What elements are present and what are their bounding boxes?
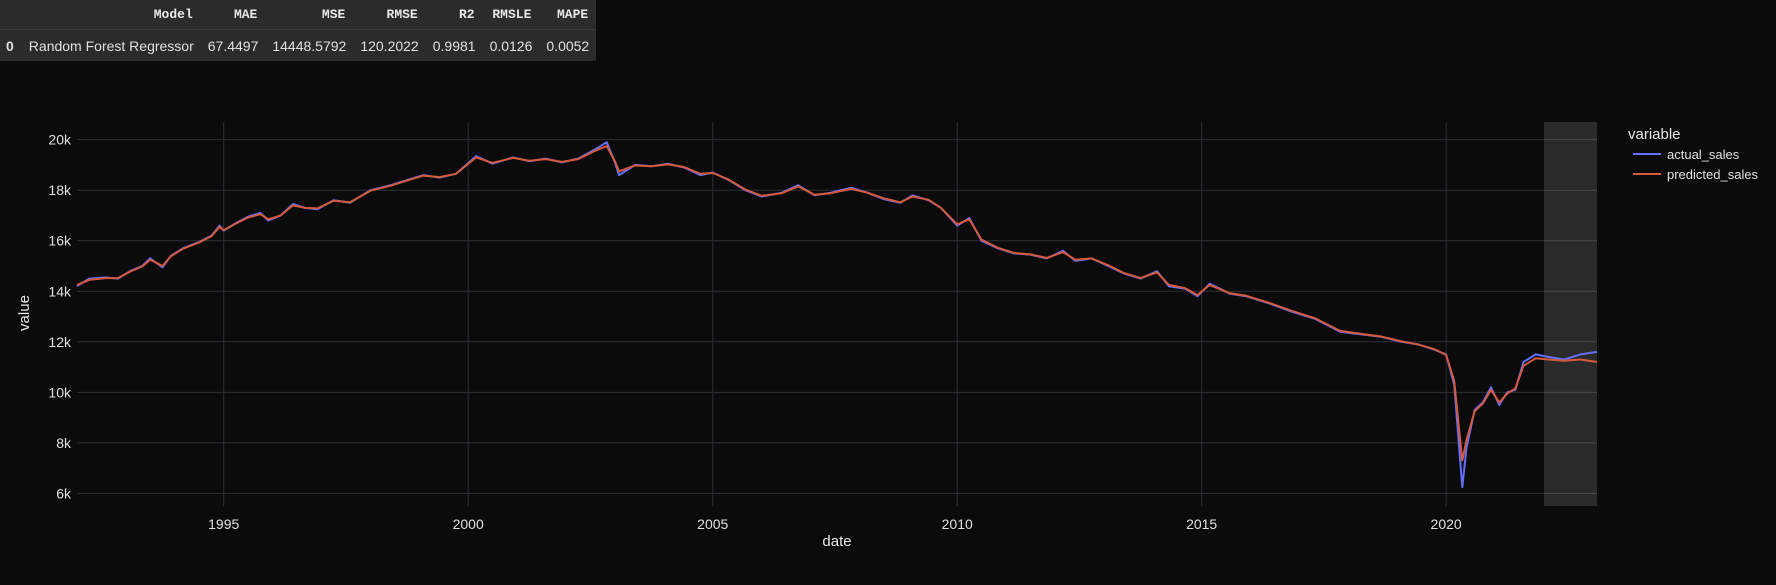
legend-item-label: predicted_sales	[1667, 167, 1759, 182]
highlight-region	[1543, 122, 1597, 506]
y-tick-label: 8k	[56, 435, 72, 451]
x-tick-label: 2010	[942, 516, 973, 532]
table-header-cell: MSE	[321, 7, 346, 22]
table-header-cell: MAPE	[557, 7, 589, 22]
table-cell-r2: 0.9981	[425, 29, 483, 61]
table-cell-rmsle: 0.0126	[482, 29, 540, 61]
table-header-cell: MAE	[233, 7, 258, 22]
table-header-row: Model MAE MSE RMSE R2 RMSLE MAPE	[0, 0, 596, 30]
y-tick-label: 16k	[48, 233, 72, 249]
highlight-rect	[1543, 122, 1597, 506]
table-header-cell: RMSE	[386, 7, 418, 22]
y-axis-ticks: 6k 8k 10k 12k 14k 16k 18k 20k	[48, 132, 72, 502]
x-axis-ticks: 1995 2000 2005 2010 2015 2020	[208, 516, 1462, 532]
chart-grid	[77, 122, 1597, 506]
y-tick-label: 18k	[48, 182, 72, 198]
metrics-table: Model MAE MSE RMSE R2 RMSLE MAPE 0 Rando…	[0, 0, 597, 61]
x-tick-label: 2020	[1431, 516, 1462, 532]
series-lines	[76, 141, 1598, 489]
table-row: 0 Random Forest Regressor 67.4497 14448.…	[0, 29, 597, 61]
legend-items: actual_sales predicted_sales	[1633, 147, 1759, 182]
table-cell-mae: 67.4497	[200, 29, 266, 61]
x-tick-label: 2005	[697, 516, 728, 532]
legend-title: variable	[1628, 126, 1681, 143]
table-cell-rmse: 120.2022	[353, 29, 426, 61]
row-index: 0	[0, 29, 22, 61]
table-header-cell: R2	[458, 7, 475, 22]
y-tick-label: 10k	[48, 384, 72, 400]
table-header-cell: Model	[153, 7, 193, 22]
table-cell-mape: 0.0052	[539, 29, 597, 61]
x-tick-label: 1995	[208, 516, 239, 532]
y-tick-label: 12k	[48, 334, 72, 350]
x-tick-label: 2000	[453, 516, 484, 532]
series-line-actual-sales	[76, 141, 1598, 489]
y-axis-label: value	[16, 295, 33, 331]
series-line-predicted-sales	[76, 145, 1598, 462]
legend-item-label: actual_sales	[1667, 147, 1740, 162]
table-cell-model: Random Forest Regressor	[21, 29, 201, 61]
x-tick-label: 2015	[1186, 516, 1217, 532]
table-header-cell: RMSLE	[492, 7, 532, 22]
legend: variable actual_sales predicted_sales	[1628, 126, 1759, 182]
y-tick-label: 20k	[48, 132, 72, 148]
table-cell-mse: 14448.5792	[265, 29, 354, 61]
y-tick-label: 6k	[56, 485, 72, 501]
x-axis-label: date	[822, 533, 851, 550]
y-tick-label: 14k	[48, 283, 72, 299]
